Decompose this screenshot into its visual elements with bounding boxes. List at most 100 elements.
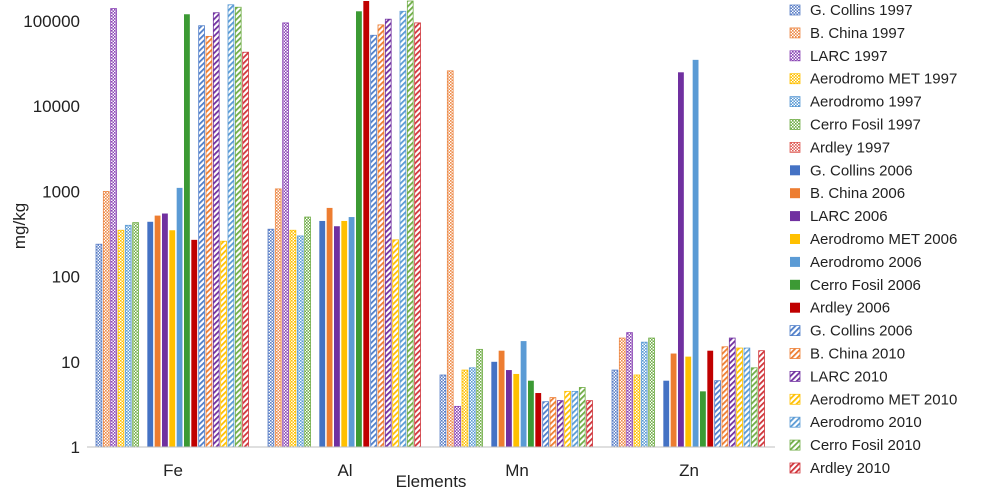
legend-item: Aerodromo MET 1997 (789, 71, 957, 88)
legend-item: G. Collins 2006 (790, 162, 913, 179)
bar (399, 10, 407, 448)
bar (110, 8, 117, 448)
bar (95, 243, 103, 448)
bar (184, 14, 190, 447)
bar (692, 59, 699, 447)
bar (678, 72, 684, 448)
legend-item: Ardley 1997 (789, 139, 890, 156)
legend-swatch (790, 302, 800, 313)
y-tick-label: 100 (52, 268, 80, 287)
bar (542, 401, 549, 448)
legend-item: Ardley 2006 (790, 300, 890, 317)
legend-label: Aerodromo MET 1997 (810, 71, 957, 88)
bar (700, 391, 706, 447)
y-tick-label: 1000 (42, 182, 80, 201)
legend-label: Ardley 2010 (810, 460, 890, 477)
bar (549, 397, 557, 448)
bar (384, 18, 392, 448)
bar (461, 369, 469, 448)
legend-swatch (789, 27, 801, 39)
legend-label: B. China 2010 (810, 346, 905, 363)
bar (491, 361, 498, 447)
legend-item: LARC 1997 (789, 48, 888, 65)
bar (304, 216, 311, 448)
legend-label: Ardley 1997 (810, 139, 890, 156)
legend-item: Cerro Fosil 2006 (790, 277, 921, 294)
bar (154, 215, 161, 447)
legend-label: G. Collins 1997 (810, 2, 913, 19)
bar (348, 217, 355, 447)
x-category-labels: Fe Al Mn Zn (163, 461, 699, 480)
x-axis-title: Elements (396, 472, 467, 491)
bar (176, 187, 183, 447)
legend-swatch (789, 73, 801, 85)
bar (535, 393, 542, 447)
legend-item: Aerodromo 1997 (789, 94, 922, 111)
bar (392, 239, 399, 448)
legend-swatch (790, 279, 800, 290)
legend-item: Aerodromo 2006 (790, 254, 922, 271)
legend-label: Aerodromo MET 2006 (810, 231, 957, 248)
legend-item: G. Collins 1997 (789, 2, 913, 19)
legend-item: Ardley 2010 (789, 460, 890, 477)
bar (498, 350, 505, 447)
bar (556, 400, 564, 448)
bar (564, 390, 571, 448)
bar (578, 387, 586, 448)
bar (198, 25, 205, 448)
y-tick-label: 100000 (23, 12, 80, 31)
bar (743, 347, 751, 448)
legend-label: Aerodromo 2006 (810, 254, 922, 271)
legend-item: G. Collins 2006 (789, 323, 913, 340)
x-category-label: Al (337, 461, 352, 480)
x-category-label: Mn (505, 461, 529, 480)
legend-swatch (790, 234, 800, 244)
bar (626, 332, 633, 448)
legend-label: Ardley 2006 (810, 300, 890, 317)
bar (758, 350, 765, 448)
legend-label: Aerodromo MET 2010 (810, 391, 957, 408)
legend-item: Cerro Fosil 1997 (789, 117, 921, 134)
bar (319, 220, 326, 447)
bar (267, 228, 275, 448)
bar (750, 367, 758, 448)
y-tick-labels: 1 10 100 1000 10000 100000 (23, 12, 80, 457)
legend-swatch (789, 4, 801, 16)
legend-label: B. China 2006 (810, 185, 905, 202)
bar (117, 229, 125, 448)
bar (736, 347, 743, 448)
bar (728, 337, 736, 448)
bar (370, 34, 377, 448)
bar (102, 190, 110, 448)
legend-swatch (789, 348, 801, 359)
legend-item: Aerodromo 2010 (789, 414, 922, 431)
legend-swatch (789, 119, 801, 130)
bar (439, 374, 447, 448)
legend-swatch (789, 439, 801, 451)
bar (227, 4, 235, 448)
bar (274, 188, 282, 448)
bar (721, 346, 729, 448)
bar (191, 239, 198, 447)
legend-swatch (789, 50, 801, 62)
bar (528, 380, 534, 447)
legend-swatch (790, 188, 800, 199)
bar (341, 220, 348, 447)
bar (513, 373, 520, 447)
y-tick-label: 10 (61, 353, 80, 372)
bar (476, 348, 483, 448)
legend-item: Cerro Fosil 2010 (789, 437, 921, 454)
legend-swatch (790, 165, 800, 176)
legend-swatch (789, 462, 801, 474)
legend-label: G. Collins 2006 (810, 162, 913, 179)
y-axis-title: mg/kg (10, 203, 29, 249)
bar (663, 380, 670, 447)
bar (414, 22, 421, 448)
legend-label: Aerodromo 1997 (810, 94, 922, 111)
legend-label: B. China 1997 (810, 25, 905, 42)
legend-swatch (789, 416, 801, 428)
legend-label: Cerro Fosil 2006 (810, 277, 921, 294)
legend-swatch (789, 393, 801, 405)
